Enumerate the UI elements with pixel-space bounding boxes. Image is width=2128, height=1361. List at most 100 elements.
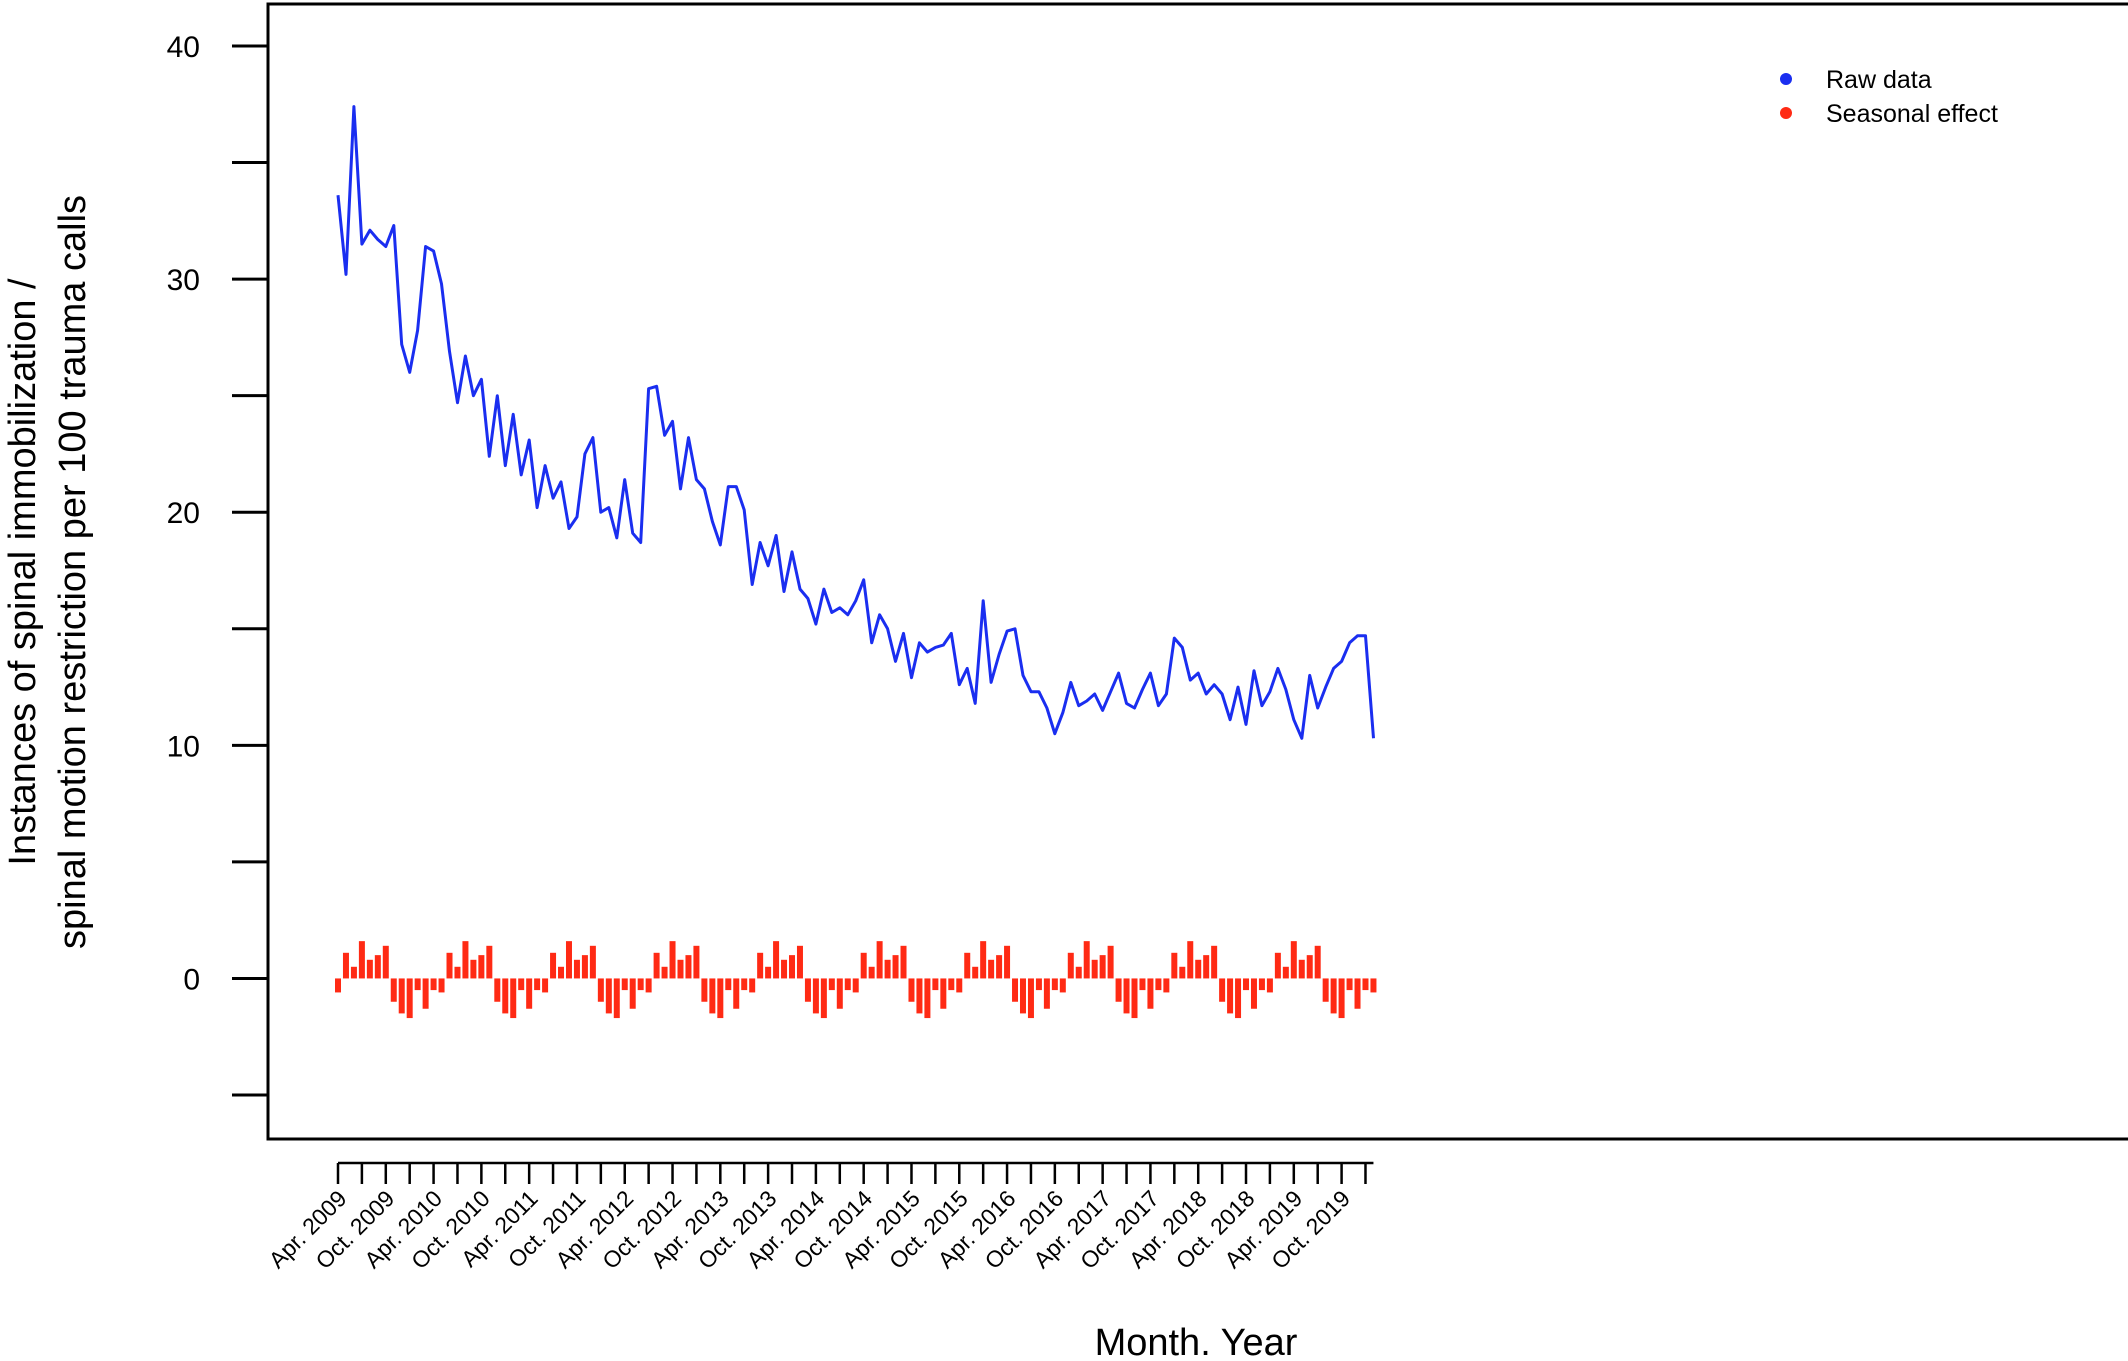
seasonal-bar <box>685 955 692 979</box>
y-tick-label: 30 <box>167 264 200 297</box>
seasonal-bar <box>836 978 843 1009</box>
seasonal-bar <box>565 941 572 979</box>
seasonal-bar <box>534 978 541 991</box>
seasonal-bar <box>597 978 604 1002</box>
seasonal-bar <box>701 978 708 1002</box>
seasonal-bar <box>637 978 644 991</box>
seasonal-bar <box>398 978 405 1014</box>
seasonal-bar <box>526 978 533 1009</box>
seasonal-bar <box>510 978 517 1019</box>
seasonal-bar <box>932 978 939 991</box>
seasonal-bar <box>462 941 469 979</box>
seasonal-bar <box>406 978 413 1019</box>
seasonal-bar <box>1282 966 1289 979</box>
seasonal-bar <box>438 978 445 993</box>
seasonal-bar <box>1107 945 1114 979</box>
y-tick-label: 10 <box>167 730 200 763</box>
seasonal-bar <box>1298 959 1305 979</box>
seasonal-bar <box>1330 978 1337 1014</box>
seasonal-bar <box>1274 952 1281 979</box>
legend-label-raw-data: Raw data <box>1826 66 1932 94</box>
seasonal-bar <box>446 952 453 979</box>
seasonal-bar <box>358 941 365 979</box>
seasonal-bar <box>1338 978 1345 1019</box>
seasonal-bar <box>605 978 612 1014</box>
seasonal-bar <box>1083 941 1090 979</box>
seasonal-bar <box>342 952 349 979</box>
seasonal-bar <box>828 978 835 991</box>
seasonal-bar <box>430 978 437 991</box>
seasonal-bar <box>1227 978 1234 1014</box>
seasonal-bar <box>1131 978 1138 1019</box>
seasonal-bar <box>374 955 381 979</box>
seasonal-bar <box>1004 945 1011 979</box>
seasonal-effect-series <box>335 941 1377 1019</box>
seasonal-bar <box>1163 978 1170 993</box>
seasonal-bar <box>757 952 764 979</box>
legend: Raw data Seasonal effect <box>1780 66 1998 128</box>
seasonal-bar <box>1043 978 1050 1009</box>
raw-data-line <box>336 105 1375 740</box>
seasonal-bar <box>1258 978 1265 991</box>
seasonal-bar <box>542 978 549 993</box>
seasonal-bar <box>812 978 819 1014</box>
seasonal-bar <box>518 978 525 991</box>
seasonal-bar <box>350 966 357 979</box>
y-tick-label: 0 <box>183 963 200 996</box>
seasonal-bar <box>589 945 596 979</box>
x-axis-title: Month. Year <box>1095 1322 1298 1361</box>
seasonal-bar <box>972 966 979 979</box>
seasonal-bar <box>390 978 397 1002</box>
seasonal-bar <box>1250 978 1257 1009</box>
seasonal-bar <box>558 966 565 979</box>
seasonal-bar <box>502 978 509 1014</box>
seasonal-bar <box>820 978 827 1019</box>
seasonal-bar <box>876 941 883 979</box>
seasonal-bar <box>486 945 493 979</box>
seasonal-bar <box>964 952 971 979</box>
seasonal-bar <box>908 978 915 1002</box>
seasonal-bar <box>852 978 859 993</box>
seasonal-bar <box>478 955 485 979</box>
seasonal-bar <box>1346 978 1353 991</box>
seasonal-bar <box>1203 955 1210 979</box>
seasonal-bar <box>645 978 652 993</box>
seasonal-bar <box>693 945 700 979</box>
seasonal-bar <box>621 978 628 991</box>
seasonal-bar <box>1354 978 1361 1009</box>
seasonal-bar <box>916 978 923 1014</box>
seasonal-bar <box>1187 941 1194 979</box>
seasonal-bar <box>892 955 899 979</box>
seasonal-bar <box>1266 978 1273 993</box>
seasonal-bar <box>1139 978 1146 991</box>
seasonal-bar <box>613 978 620 1019</box>
y-axis-title-line-2: spinal motion restriction per 100 trauma… <box>52 195 94 949</box>
seasonal-bar <box>661 966 668 979</box>
seasonal-bar <box>996 955 1003 979</box>
seasonal-bar <box>940 978 947 1009</box>
seasonal-bar <box>1235 978 1242 1019</box>
y-tick-label: 40 <box>167 31 200 64</box>
seasonal-bar <box>1370 978 1377 993</box>
y-tick-label: 20 <box>167 497 200 530</box>
seasonal-bar <box>868 966 875 979</box>
seasonal-bar <box>717 978 724 1019</box>
seasonal-bar <box>1171 952 1178 979</box>
seasonal-bar <box>988 959 995 979</box>
seasonal-bar <box>422 978 429 1009</box>
seasonal-bar <box>470 959 477 979</box>
seasonal-bar <box>1314 945 1321 979</box>
seasonal-bar <box>924 978 931 1019</box>
seasonal-bar <box>956 978 963 993</box>
seasonal-bar <box>1059 978 1066 993</box>
seasonal-bar <box>1306 955 1313 979</box>
seasonal-bar <box>948 978 955 991</box>
seasonal-bar <box>1123 978 1130 1014</box>
legend-marker-seasonal-effect <box>1780 107 1792 119</box>
seasonal-bar <box>1219 978 1226 1002</box>
seasonal-bar <box>1195 959 1202 979</box>
seasonal-bar <box>1067 952 1074 979</box>
seasonal-bar <box>677 959 684 979</box>
